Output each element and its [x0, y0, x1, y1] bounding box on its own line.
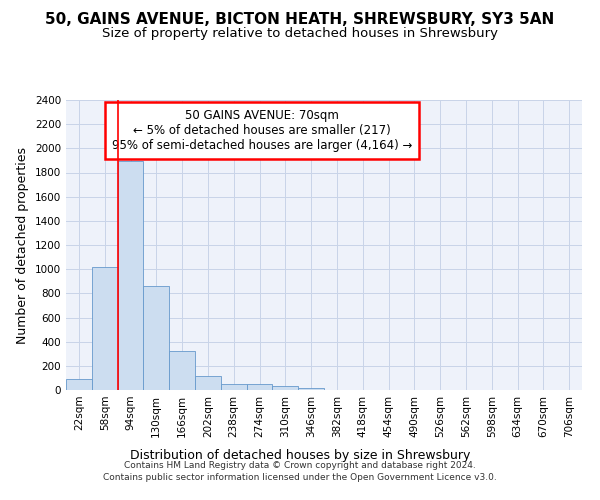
- Text: Size of property relative to detached houses in Shrewsbury: Size of property relative to detached ho…: [102, 28, 498, 40]
- Bar: [66, 380, 92, 390]
- Bar: [143, 286, 169, 390]
- Text: 50 GAINS AVENUE: 70sqm
← 5% of detached houses are smaller (217)
95% of semi-det: 50 GAINS AVENUE: 70sqm ← 5% of detached …: [112, 108, 412, 152]
- Bar: [272, 386, 298, 390]
- Bar: [247, 384, 272, 390]
- Y-axis label: Number of detached properties: Number of detached properties: [16, 146, 29, 344]
- Text: Distribution of detached houses by size in Shrewsbury: Distribution of detached houses by size …: [130, 448, 470, 462]
- Bar: [92, 267, 118, 390]
- Text: 50, GAINS AVENUE, BICTON HEATH, SHREWSBURY, SY3 5AN: 50, GAINS AVENUE, BICTON HEATH, SHREWSBU…: [46, 12, 554, 28]
- Text: Contains HM Land Registry data © Crown copyright and database right 2024.
Contai: Contains HM Land Registry data © Crown c…: [103, 461, 497, 482]
- Bar: [169, 352, 195, 390]
- Bar: [221, 384, 247, 390]
- Bar: [298, 388, 324, 390]
- Bar: [118, 162, 143, 390]
- Bar: [195, 376, 221, 390]
